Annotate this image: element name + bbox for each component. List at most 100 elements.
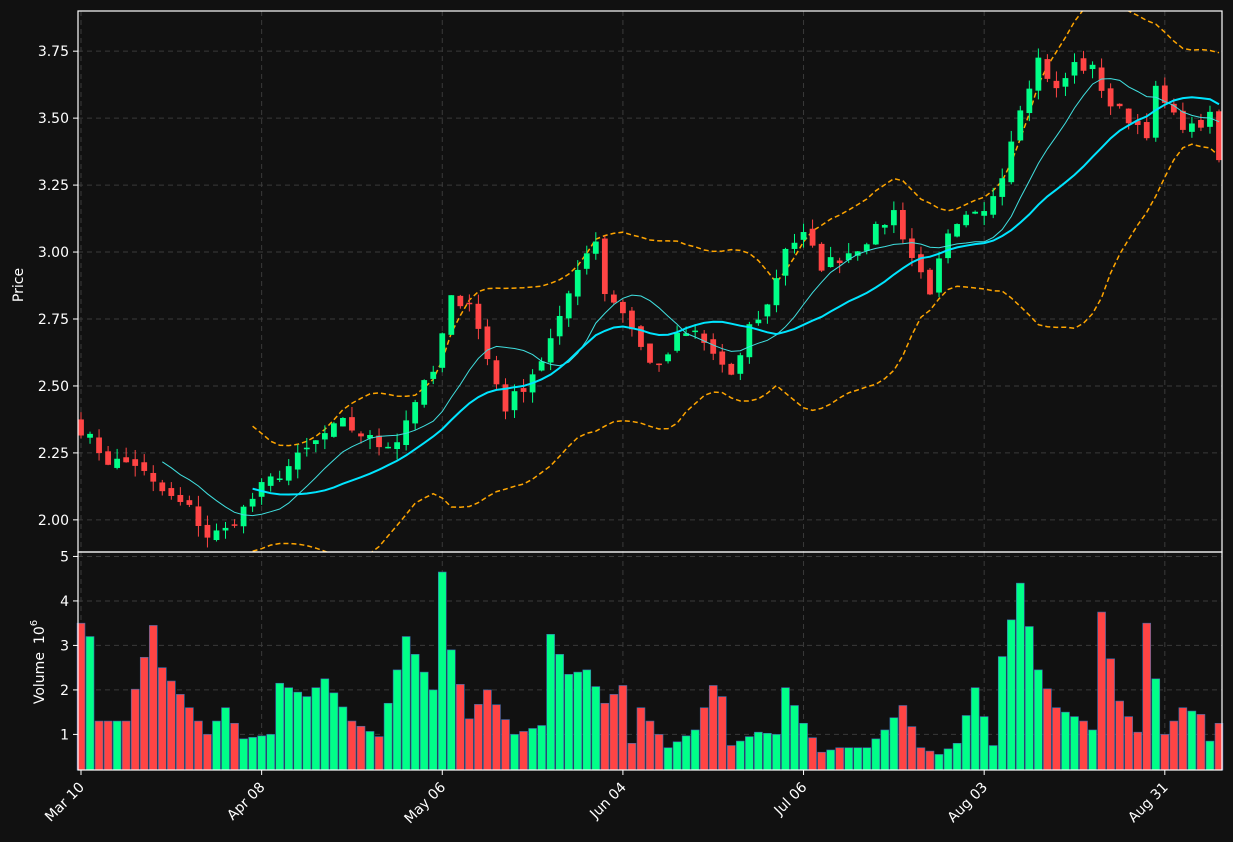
candle-body-93 [918, 254, 924, 273]
candle-body-27 [321, 433, 328, 440]
bollinger-bands [252, 11, 1220, 552]
volume-bar-92 [907, 726, 917, 771]
candle-body-65 [665, 354, 671, 362]
volume-bar-22 [275, 682, 284, 771]
volume-bar-8 [148, 625, 158, 771]
candle-body-105 [1026, 88, 1033, 114]
volume-bar-59 [609, 694, 619, 771]
candle-body-28 [330, 423, 337, 437]
volume-bar-102 [997, 656, 1007, 771]
candle-body-118 [1143, 122, 1150, 139]
volume-bar-73 [736, 740, 745, 771]
price-tick-label-3: 2.75 [38, 312, 69, 328]
volume-bar-4 [112, 720, 122, 771]
price-tick-label-5: 3.25 [38, 178, 69, 194]
candle-body-1 [87, 433, 93, 438]
candle-body-126 [1216, 111, 1222, 161]
volume-bar-112 [1088, 729, 1097, 771]
candle-body-64 [656, 363, 662, 366]
volume-bar-18 [239, 738, 248, 771]
volume-bar-58 [600, 702, 610, 771]
grid-layer [78, 11, 1222, 770]
candle-body-68 [692, 330, 699, 333]
volume-bar-53 [555, 654, 564, 771]
volume-bar-13 [194, 720, 203, 771]
candle-body-106 [1035, 57, 1042, 91]
volume-bar-94 [925, 750, 935, 771]
price-tick-label-2: 2.50 [38, 379, 69, 395]
candle-body-62 [638, 326, 644, 347]
candle-body-57 [592, 241, 599, 254]
candle-body-25 [303, 447, 310, 450]
volume-bar-106 [1034, 669, 1043, 771]
candle-body-88 [872, 223, 879, 245]
candle-body-121 [1170, 103, 1177, 113]
volume-bar-90 [889, 717, 899, 771]
candle-body-120 [1161, 85, 1168, 103]
candle-body-11 [177, 494, 184, 502]
candle-body-45 [484, 326, 491, 360]
volume-bar-101 [988, 745, 998, 771]
candle-body-36 [403, 420, 410, 446]
volume-bar-56 [582, 669, 592, 771]
candle-body-69 [701, 333, 708, 343]
volume-bar-121 [1169, 720, 1179, 771]
candle-body-5 [123, 457, 130, 463]
volume-panel-frame [77, 551, 1223, 771]
volume-bar-30 [347, 720, 357, 771]
volume-tick-label-2: 3 [60, 638, 69, 654]
volume-bar-68 [690, 729, 700, 771]
candle-body-22 [276, 478, 283, 480]
candle-body-3 [105, 451, 111, 465]
volume-bar-93 [916, 747, 926, 771]
candle-body-82 [818, 243, 825, 271]
candle-body-78 [782, 248, 789, 276]
volume-bar-75 [754, 731, 763, 771]
volume-bar-26 [311, 687, 321, 771]
volume-bar-113 [1097, 611, 1106, 771]
moving-averages [162, 78, 1220, 517]
volume-bar-91 [898, 705, 908, 771]
candle-body-41 [448, 295, 455, 335]
volume-bar-71 [717, 696, 727, 771]
candle-body-109 [1062, 78, 1069, 87]
candle-body-77 [773, 278, 780, 306]
volume-bar-6 [130, 688, 140, 771]
candle-body-56 [583, 253, 590, 269]
volume-bar-33 [374, 736, 384, 771]
candle-body-123 [1189, 123, 1195, 132]
candle-body-104 [1017, 110, 1024, 141]
candle-body-83 [827, 257, 834, 268]
volume-bar-87 [862, 747, 872, 771]
candle-body-39 [430, 371, 437, 379]
candle-body-61 [629, 310, 635, 330]
candle-body-54 [565, 293, 572, 319]
candle-body-40 [439, 333, 446, 368]
candle-body-37 [412, 402, 419, 424]
volume-bar-103 [1006, 619, 1016, 771]
candle-body-29 [340, 417, 346, 427]
candle-body-86 [854, 251, 861, 256]
volume-bar-96 [943, 748, 953, 771]
candle-body-18 [240, 506, 247, 527]
volume-bar-55 [573, 671, 583, 771]
volume-bar-48 [510, 734, 519, 771]
volume-bar-67 [681, 735, 691, 771]
candle-body-35 [394, 442, 401, 450]
volume-tick-label-3: 4 [60, 594, 69, 610]
volume-bar-7 [139, 656, 149, 771]
volume-tick-label-1: 2 [60, 683, 69, 699]
volume-bar-44 [474, 704, 483, 771]
candle-body-21 [267, 476, 274, 486]
candle-body-97 [954, 224, 960, 237]
volume-bar-36 [401, 636, 411, 771]
candle-body-90 [890, 210, 897, 226]
candle-body-117 [1134, 120, 1141, 125]
volume-bar-16 [221, 707, 230, 771]
volume-bars [76, 571, 1224, 771]
candle-body-8 [150, 472, 157, 482]
volume-bar-72 [727, 745, 736, 771]
volume-bar-11 [176, 694, 185, 771]
volume-bar-14 [203, 734, 212, 771]
candle-body-66 [674, 332, 680, 351]
